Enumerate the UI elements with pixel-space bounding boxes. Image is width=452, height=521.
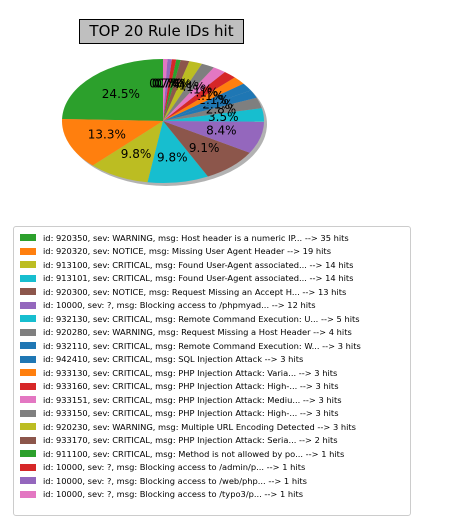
legend-label: id: 920300, sev: NOTICE, msg: Request Mi… bbox=[43, 286, 347, 297]
legend-swatch bbox=[20, 234, 36, 242]
legend-label: id: 920230, sev: WARNING, msg: Multiple … bbox=[43, 421, 356, 432]
legend-entry: id: 933130, sev: CRITICAL, msg: PHP Inje… bbox=[20, 366, 410, 380]
pie-slice-label: 9.8% bbox=[121, 147, 152, 161]
pie-slice-label: 8.4% bbox=[206, 124, 237, 138]
legend-label: id: 10000, sev: ?, msg: Blocking access … bbox=[43, 462, 306, 473]
legend-entry: id: 932130, sev: CRITICAL, msg: Remote C… bbox=[20, 312, 410, 326]
legend-swatch bbox=[20, 490, 36, 498]
pie-chart: 24.5%13.3%9.8% 9.8%9.1%8.4%3.5%2.8%2.1%2.… bbox=[62, 59, 267, 186]
legend-entry: id: 920350, sev: WARNING, msg: Host head… bbox=[20, 231, 410, 245]
legend-entry: id: 933151, sev: CRITICAL, msg: PHP Inje… bbox=[20, 393, 410, 407]
pie-slice bbox=[163, 59, 177, 121]
pie-slice-label: 0.7% bbox=[149, 76, 180, 90]
legend-label: id: 911100, sev: CRITICAL, msg: Method i… bbox=[43, 448, 345, 459]
legend-label: id: 933150, sev: CRITICAL, msg: PHP Inje… bbox=[43, 408, 339, 419]
legend-entry: id: 920230, sev: WARNING, msg: Multiple … bbox=[20, 420, 410, 434]
legend-swatch bbox=[20, 355, 36, 363]
legend-entry: id: 920280, sev: WARNING, msg: Request M… bbox=[20, 326, 410, 340]
legend-entry: id: 10000, sev: ?, msg: Blocking access … bbox=[20, 474, 410, 488]
legend-swatch bbox=[20, 423, 36, 431]
chart-legend: id: 920350, sev: WARNING, msg: Host head… bbox=[13, 226, 411, 516]
legend-entry: id: 10000, sev: ?, msg: Blocking access … bbox=[20, 461, 410, 475]
pie-slice bbox=[62, 59, 163, 121]
pie-slice bbox=[163, 121, 264, 153]
legend-entry: id: 920320, sev: NOTICE, msg: Missing Us… bbox=[20, 245, 410, 259]
pie-slice bbox=[163, 108, 264, 122]
pie-slice-label: 13.3% bbox=[88, 127, 126, 141]
pie-slice-label: 24.5% bbox=[102, 87, 140, 101]
legend-swatch bbox=[20, 382, 36, 390]
pie-slice bbox=[163, 121, 250, 177]
pie-slice bbox=[163, 61, 202, 121]
legend-entry: id: 10000, sev: ?, msg: Blocking access … bbox=[20, 299, 410, 313]
legend-label: id: 933130, sev: CRITICAL, msg: PHP Inje… bbox=[43, 367, 338, 378]
legend-label: id: 10000, sev: ?, msg: Blocking access … bbox=[43, 475, 307, 486]
pie-slice bbox=[147, 121, 208, 183]
pie-slice bbox=[163, 59, 168, 121]
legend-label: id: 933151, sev: CRITICAL, msg: PHP Inje… bbox=[43, 394, 342, 405]
pie-slice bbox=[163, 63, 214, 121]
legend-swatch bbox=[20, 301, 36, 309]
legend-entry: id: 920300, sev: NOTICE, msg: Request Mi… bbox=[20, 285, 410, 299]
legend-label: id: 933170, sev: CRITICAL, msg: PHP Inje… bbox=[43, 435, 338, 446]
legend-swatch bbox=[20, 315, 36, 323]
legend-swatch bbox=[20, 450, 36, 458]
legend-label: id: 10000, sev: ?, msg: Blocking access … bbox=[43, 489, 304, 500]
legend-swatch bbox=[20, 342, 36, 350]
legend-label: id: 920320, sev: NOTICE, msg: Missing Us… bbox=[43, 246, 332, 257]
legend-entry: id: 932110, sev: CRITICAL, msg: Remote C… bbox=[20, 339, 410, 353]
pie-slice bbox=[62, 118, 163, 166]
legend-swatch bbox=[20, 396, 36, 404]
pie-slice-label: 9.8% bbox=[157, 150, 188, 164]
legend-entry: id: 933160, sev: CRITICAL, msg: PHP Inje… bbox=[20, 380, 410, 394]
legend-label: id: 920280, sev: WARNING, msg: Request M… bbox=[43, 327, 352, 338]
legend-entry: id: 942410, sev: CRITICAL, msg: SQL Inje… bbox=[20, 353, 410, 367]
legend-entry: id: 913101, sev: CRITICAL, msg: Found Us… bbox=[20, 272, 410, 286]
pie-slice bbox=[163, 77, 244, 121]
legend-swatch bbox=[20, 261, 36, 269]
pie-slice bbox=[163, 59, 181, 121]
legend-swatch bbox=[20, 288, 36, 296]
legend-entry: id: 911100, sev: CRITICAL, msg: Method i… bbox=[20, 447, 410, 461]
legend-label: id: 932110, sev: CRITICAL, msg: Remote C… bbox=[43, 340, 361, 351]
legend-swatch bbox=[20, 369, 36, 377]
legend-label: id: 920350, sev: WARNING, msg: Host head… bbox=[43, 232, 349, 243]
pie-slice bbox=[163, 59, 172, 121]
legend-label: id: 932130, sev: CRITICAL, msg: Remote C… bbox=[43, 313, 360, 324]
pie-slice bbox=[163, 90, 257, 121]
legend-entry: id: 10000, sev: ?, msg: Blocking access … bbox=[20, 488, 410, 502]
pie-slice bbox=[163, 59, 190, 121]
legend-entry: id: 933150, sev: CRITICAL, msg: PHP Inje… bbox=[20, 407, 410, 421]
pie-slice bbox=[92, 121, 163, 183]
pie-slice bbox=[163, 97, 262, 121]
legend-swatch bbox=[20, 247, 36, 255]
legend-swatch bbox=[20, 274, 36, 282]
legend-entry: id: 933170, sev: CRITICAL, msg: PHP Inje… bbox=[20, 434, 410, 448]
legend-label: id: 933160, sev: CRITICAL, msg: PHP Inje… bbox=[43, 381, 339, 392]
legend-label: id: 942410, sev: CRITICAL, msg: SQL Inje… bbox=[43, 354, 304, 365]
pie-slice-label: 0.7% bbox=[152, 76, 183, 90]
pie-slice bbox=[163, 71, 235, 121]
legend-label: id: 10000, sev: ?, msg: Blocking access … bbox=[43, 300, 316, 311]
legend-entry: id: 913100, sev: CRITICAL, msg: Found Us… bbox=[20, 258, 410, 272]
chart-title: TOP 20 Rule IDs hit bbox=[79, 19, 244, 44]
legend-swatch bbox=[20, 409, 36, 417]
legend-label: id: 913100, sev: CRITICAL, msg: Found Us… bbox=[43, 259, 354, 270]
legend-label: id: 913101, sev: CRITICAL, msg: Found Us… bbox=[43, 273, 354, 284]
pie-slice bbox=[163, 67, 225, 121]
legend-swatch bbox=[20, 436, 36, 444]
legend-swatch bbox=[20, 328, 36, 336]
pie-slice bbox=[163, 83, 251, 121]
pie-slice-label: 9.1% bbox=[189, 141, 220, 155]
legend-swatch bbox=[20, 463, 36, 471]
legend-swatch bbox=[20, 477, 36, 485]
pie-slice-label: 0.7% bbox=[154, 77, 185, 91]
